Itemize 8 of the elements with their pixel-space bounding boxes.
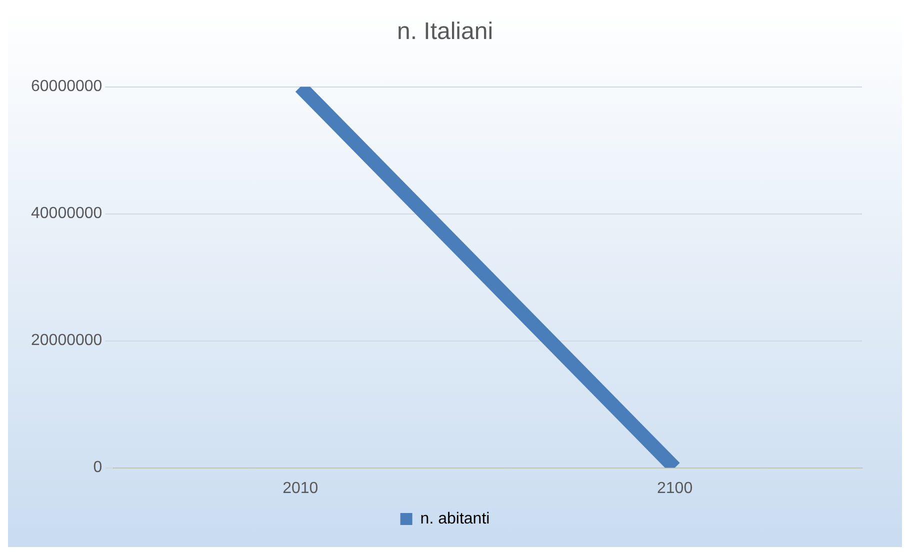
x-tick-label: 2010 [282,480,318,497]
legend-label: n. abitanti [420,510,490,528]
y-tick-label: 40000000 [31,205,102,222]
y-tick-label: 60000000 [31,78,102,96]
chart-title: n. Italiani [396,18,494,46]
y-tick-label: 20000000 [31,332,102,350]
y-tick-label: 0 [93,459,102,476]
x-tick-label: 2100 [657,480,693,497]
